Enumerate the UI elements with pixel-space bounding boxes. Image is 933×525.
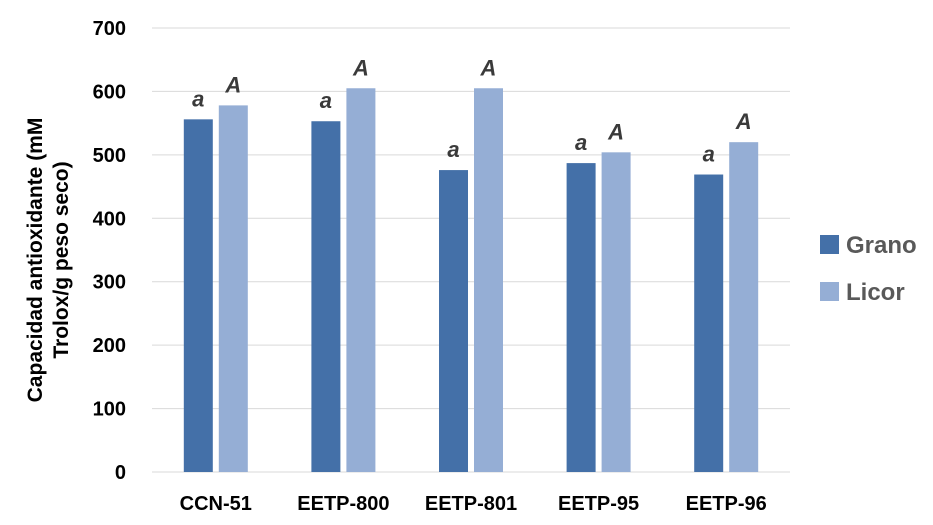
x-tick-label: EETP-96: [686, 493, 767, 515]
bar-grano-eetp-96: [694, 174, 724, 472]
y-tick-label: 0: [115, 462, 126, 484]
y-tick-label: 300: [93, 272, 126, 294]
y-axis-title-line-2: Trolox/g peso seco): [50, 161, 73, 358]
significance-label: A: [352, 55, 369, 80]
bar-grano-eetp-95: [566, 163, 596, 473]
x-tick-label: EETP-801: [425, 493, 517, 515]
bar-licor-eetp-801: [474, 88, 503, 472]
bar-licor-eetp-96: [729, 142, 759, 472]
y-axis-title: Capacidad antioxidante (mM Trolox/g peso…: [24, 118, 73, 403]
legend-label-licor: Licor: [846, 279, 905, 306]
x-tick-label: CCN-51: [180, 493, 252, 515]
bar-grano-ccn-51: [183, 119, 213, 472]
y-axis-title-line-1: Capacidad antioxidante (mM: [24, 118, 47, 403]
bar-grano-eetp-800: [311, 121, 341, 473]
y-tick-label: 700: [93, 18, 126, 40]
y-tick-label: 100: [93, 399, 126, 421]
bar-licor-eetp-95: [601, 152, 631, 472]
significance-label: A: [607, 119, 624, 144]
significance-label: A: [480, 55, 497, 80]
significance-label: a: [703, 142, 715, 167]
y-tick-label: 500: [93, 145, 126, 167]
x-tick-label: EETP-800: [297, 493, 389, 515]
legend-swatch-grano: [820, 235, 839, 254]
x-axis-ticks: CCN-51 EETP-800 EETP-801 EETP-95 EETP-96: [180, 493, 767, 515]
bar-licor-eetp-800: [346, 88, 376, 472]
significance-label: A: [735, 109, 752, 134]
legend-swatch-licor: [820, 282, 839, 301]
significance-label: a: [320, 88, 332, 113]
gridlines: [152, 27, 790, 473]
y-tick-label: 200: [93, 335, 126, 357]
bars: [183, 88, 759, 473]
significance-label: a: [192, 86, 204, 111]
bar-licor-ccn-51: [218, 105, 248, 472]
y-tick-label: 400: [93, 208, 126, 230]
y-axis-ticks: 0 100 200 300 400 500 600 700: [93, 18, 126, 484]
x-tick-label: EETP-95: [558, 493, 639, 515]
legend-label-grano: Grano: [846, 232, 917, 259]
bar-grano-eetp-801: [439, 170, 468, 472]
legend: Grano Licor: [820, 232, 917, 306]
significance-label: a: [575, 130, 587, 155]
significance-label: A: [224, 72, 241, 97]
significance-label: a: [447, 137, 459, 162]
y-tick-label: 600: [93, 81, 126, 103]
